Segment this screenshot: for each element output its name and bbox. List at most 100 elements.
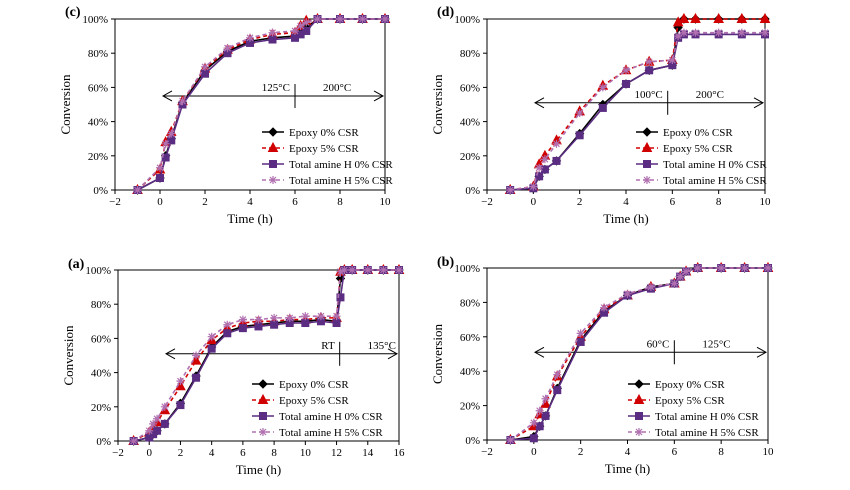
legend-entry-label: Total amine H 0% CSR [655,411,759,423]
data-point [598,103,607,112]
data-point [622,79,630,88]
data-point [576,329,585,338]
data-point [535,422,544,431]
legend-entry-label: Total amine H 5% CSR [279,427,383,439]
data-point [291,26,299,35]
legend-entry-label: Epoxy 5% CSR [663,143,733,155]
data-point [682,267,691,276]
data-point [646,282,655,291]
panel-label: (c) [65,5,81,20]
legend-swatch-marker [643,160,651,168]
arrow-head-left [533,97,545,109]
y-tick-label: 80% [460,48,480,60]
x-tick-label: 10 [763,446,775,458]
data-point [207,344,216,353]
arrow-head-right [756,346,768,358]
data-point [623,289,632,298]
data-point [764,264,772,272]
y-tick-label: 40% [460,366,480,378]
x-tick-label: 6 [672,446,678,458]
x-axis-label: Time (h) [605,461,650,476]
arrow-head-right [387,348,399,360]
data-point [201,62,209,71]
legend-swatch-marker [257,393,269,404]
panel-label: (d) [437,5,454,20]
x-tick-label: 8 [716,196,722,208]
data-point [238,324,247,333]
legend-swatch-marker [269,176,277,184]
stage-2-temperature: 200°C [696,89,724,101]
x-tick-label: 4 [623,196,629,208]
data-point [670,279,679,288]
data-point [535,172,544,181]
data-point [223,44,232,53]
y-tick-label: 0% [93,185,108,197]
legend-entry-label: Epoxy 5% CSR [655,395,725,407]
data-point [223,329,232,338]
x-tick-label: 14 [362,447,374,459]
chart-panel: −2 0 2 4 6 8 100%20%40%60%80%100%Time (h)Conve… [430,5,771,226]
x-tick-label: 4 [209,447,215,459]
x-tick-label: 10 [300,447,312,459]
panel-label: (a) [68,257,85,272]
legend-swatch-marker [259,428,267,436]
stage-2-temperature: 135°C [368,340,396,352]
x-tick-label: 4 [247,196,253,208]
legend-entry-label: Total amine H 0% CSR [289,159,393,171]
data-point [674,32,683,41]
data-point [332,312,341,321]
data-point [553,386,562,395]
data-point [178,97,187,106]
plot-frame [117,269,400,442]
legend-entry-label: Epoxy 0% CSR [663,127,733,139]
y-tick-label: 80% [91,299,111,311]
legend-entry-label: Epoxy 5% CSR [279,395,349,407]
arrow-head-left [164,348,176,360]
data-point [717,264,726,272]
legend-swatch-marker [259,412,267,420]
arrow-head-left [533,346,545,358]
y-tick-label: 60% [460,82,480,94]
x-tick-label: 0 [531,446,537,458]
data-point [761,28,769,37]
data-point [176,377,185,386]
x-tick-label: 0 [157,196,163,208]
data-point [145,426,154,435]
y-tick-label: 40% [460,117,480,129]
data-point [622,66,630,75]
y-tick-label: 0% [465,435,480,447]
legend-entry-label: Epoxy 0% CSR [279,379,349,391]
stage-2-temperature: 200°C [323,82,351,94]
x-tick-label: 2 [578,446,584,458]
data-point [302,18,311,27]
y-tick-label: 0% [96,436,111,448]
legend: Epoxy 0% CSR Epoxy 5% CSR Total amine H 0%… [252,379,383,439]
legend-entry-label: Total amine H 0% CSR [279,411,383,423]
y-tick-label: 20% [460,401,480,413]
data-point [363,266,372,274]
y-axis-label: Conversion [61,325,76,385]
data-point [238,315,247,324]
data-point [348,266,357,274]
data-point [679,28,688,37]
x-tick-label: 0 [146,447,152,459]
legend: Epoxy 0% CSR Epoxy 5% CSR Total amine H 0%… [636,127,767,187]
data-point [553,370,562,379]
data-point [690,12,701,23]
data-point [336,267,345,276]
data-point [575,131,584,140]
y-tick-label: 60% [460,332,480,344]
y-axis-label: Conversion [430,324,445,384]
y-tick-label: 100% [454,14,480,26]
x-tick-label: 4 [625,446,631,458]
x-tick-label: 8 [718,446,724,458]
legend-swatch-marker [641,141,653,152]
x-tick-label: 8 [337,196,343,208]
y-axis-label: Conversion [58,74,73,134]
series-line [510,18,765,191]
data-point [301,319,310,328]
y-tick-label: 40% [91,368,111,380]
x-tick-label: 10 [760,196,772,208]
legend-swatch-marker [268,127,278,137]
